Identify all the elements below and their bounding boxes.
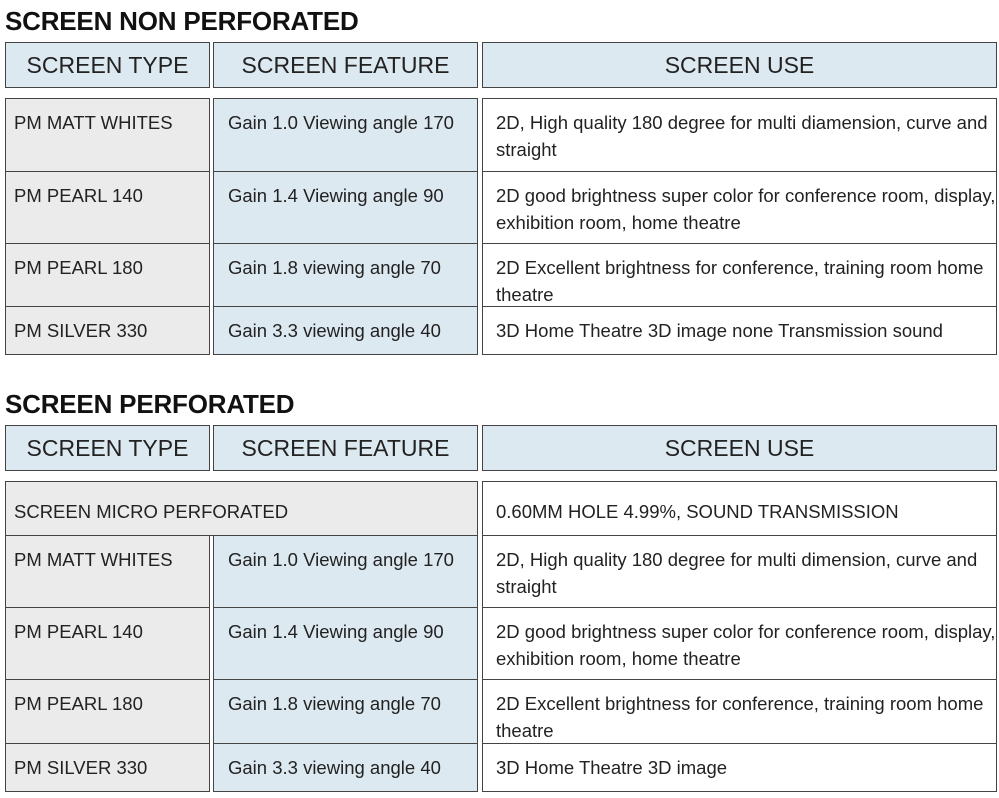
screen-type-cell: PM SILVER 330 xyxy=(5,306,210,355)
micro-perforated-use: 0.60MM HOLE 4.99%, SOUND TRANSMISSION xyxy=(482,481,997,536)
screen-use-cell: 2D Excellent brightness for conference, … xyxy=(482,679,997,744)
screen-use-cell: 2D, High quality 180 degree for multi di… xyxy=(482,535,997,608)
screen-use-cell: 2D Excellent brightness for conference, … xyxy=(482,243,997,307)
screen-type-cell: PM SILVER 330 xyxy=(5,743,210,792)
screen-feature-cell: Gain 1.8 viewing angle 70 xyxy=(213,243,478,307)
screen-type-cell: PM PEARL 180 xyxy=(5,243,210,307)
screen-feature-cell: Gain 1.4 Viewing angle 90 xyxy=(213,171,478,244)
screen-feature-cell: Gain 3.3 viewing angle 40 xyxy=(213,306,478,355)
screen-use-cell: 2D good brightness super color for confe… xyxy=(482,171,997,244)
screen-feature-cell: Gain 1.4 Viewing angle 90 xyxy=(213,607,478,680)
header-screen-type: SCREEN TYPE xyxy=(5,425,210,471)
screen-feature-cell: Gain 1.8 viewing angle 70 xyxy=(213,679,478,744)
screen-feature-cell: Gain 1.0 Viewing angle 170 xyxy=(213,98,478,172)
micro-perforated-label: SCREEN MICRO PERFORATED xyxy=(5,481,478,536)
screen-type-cell: PM PEARL 140 xyxy=(5,171,210,244)
screen-type-cell: PM MATT WHITES xyxy=(5,98,210,172)
screen-feature-cell: Gain 1.0 Viewing angle 170 xyxy=(213,535,478,608)
header-screen-type: SCREEN TYPE xyxy=(5,42,210,88)
section-title-perforated: SCREEN PERFORATED xyxy=(5,389,295,419)
screen-use-cell: 3D Home Theatre 3D image none Transmissi… xyxy=(482,306,997,355)
header-screen-use: SCREEN USE xyxy=(482,425,997,471)
section-title-non-perforated: SCREEN NON PERFORATED xyxy=(5,6,359,36)
header-screen-feature: SCREEN FEATURE xyxy=(213,42,478,88)
screen-use-cell: 3D Home Theatre 3D image xyxy=(482,743,997,792)
header-screen-use: SCREEN USE xyxy=(482,42,997,88)
screen-type-cell: PM PEARL 180 xyxy=(5,679,210,744)
screen-type-cell: PM PEARL 140 xyxy=(5,607,210,680)
screen-use-cell: 2D, High quality 180 degree for multi di… xyxy=(482,98,997,172)
screen-type-cell: PM MATT WHITES xyxy=(5,535,210,608)
screen-use-cell: 2D good brightness super color for confe… xyxy=(482,607,997,680)
header-screen-feature: SCREEN FEATURE xyxy=(213,425,478,471)
screen-feature-cell: Gain 3.3 viewing angle 40 xyxy=(213,743,478,792)
